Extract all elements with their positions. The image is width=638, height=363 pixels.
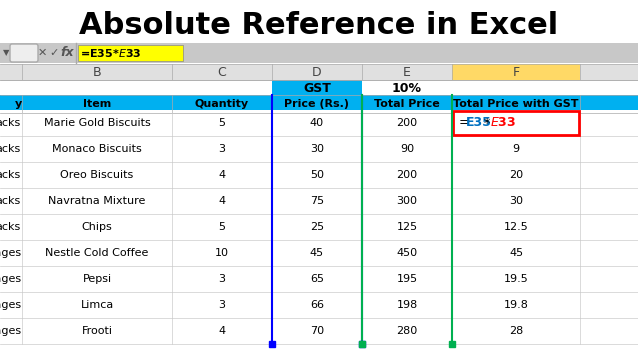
Text: 280: 280	[396, 326, 418, 336]
Text: 5: 5	[218, 222, 225, 232]
Text: acks: acks	[0, 144, 21, 154]
FancyBboxPatch shape	[452, 64, 580, 80]
Text: =E35*$E$33: =E35*$E$33	[80, 47, 142, 59]
Text: Marie Gold Biscuits: Marie Gold Biscuits	[43, 118, 151, 128]
Text: acks: acks	[0, 118, 21, 128]
Text: 30: 30	[310, 144, 324, 154]
Text: 45: 45	[310, 248, 324, 258]
Text: 9: 9	[512, 144, 519, 154]
Text: D: D	[312, 65, 322, 78]
FancyBboxPatch shape	[453, 111, 579, 135]
Text: erages: erages	[0, 300, 21, 310]
Text: erages: erages	[0, 326, 21, 336]
Text: Absolute Reference in Excel: Absolute Reference in Excel	[79, 11, 559, 40]
FancyBboxPatch shape	[0, 110, 638, 136]
Text: 66: 66	[310, 300, 324, 310]
Text: 200: 200	[396, 118, 417, 128]
Text: 4: 4	[218, 196, 226, 206]
Text: E: E	[403, 65, 411, 78]
FancyBboxPatch shape	[0, 43, 638, 63]
Text: Total Price with GST: Total Price with GST	[453, 99, 579, 109]
Text: 5: 5	[218, 118, 225, 128]
Text: E35: E35	[466, 117, 492, 130]
FancyBboxPatch shape	[0, 292, 638, 318]
Text: 300: 300	[396, 196, 417, 206]
Text: acks: acks	[0, 170, 21, 180]
Text: 20: 20	[509, 170, 523, 180]
Text: $E$33: $E$33	[490, 117, 516, 130]
Text: Navratna Mixture: Navratna Mixture	[48, 196, 145, 206]
FancyBboxPatch shape	[10, 44, 38, 62]
Text: 70: 70	[310, 326, 324, 336]
Text: 12.5: 12.5	[503, 222, 528, 232]
FancyBboxPatch shape	[0, 240, 638, 266]
Text: 10: 10	[215, 248, 229, 258]
Text: 195: 195	[396, 274, 417, 284]
Text: acks: acks	[0, 196, 21, 206]
Text: ✓: ✓	[49, 48, 59, 58]
Text: 75: 75	[310, 196, 324, 206]
Text: 4: 4	[218, 326, 226, 336]
Text: fx: fx	[60, 46, 74, 60]
Text: C: C	[218, 65, 226, 78]
Text: erages: erages	[0, 248, 21, 258]
Text: 25: 25	[310, 222, 324, 232]
FancyBboxPatch shape	[0, 162, 638, 188]
Text: Price (Rs.): Price (Rs.)	[285, 99, 350, 109]
Text: erages: erages	[0, 274, 21, 284]
Text: 3: 3	[218, 144, 225, 154]
Text: *: *	[484, 117, 490, 130]
Text: Chips: Chips	[82, 222, 112, 232]
Text: Frooti: Frooti	[82, 326, 112, 336]
FancyBboxPatch shape	[0, 136, 638, 162]
Text: y: y	[15, 99, 22, 109]
Text: acks: acks	[0, 222, 21, 232]
Text: 125: 125	[396, 222, 417, 232]
Text: Total Price: Total Price	[374, 99, 440, 109]
FancyBboxPatch shape	[0, 64, 638, 80]
FancyBboxPatch shape	[272, 80, 362, 96]
Text: Nestle Cold Coffee: Nestle Cold Coffee	[45, 248, 149, 258]
Text: 4: 4	[218, 170, 226, 180]
FancyBboxPatch shape	[0, 318, 638, 344]
Text: Limca: Limca	[80, 300, 114, 310]
FancyBboxPatch shape	[0, 214, 638, 240]
Text: 200: 200	[396, 170, 417, 180]
Text: =: =	[459, 117, 470, 130]
Text: 3: 3	[218, 300, 225, 310]
Text: 28: 28	[509, 326, 523, 336]
Text: Item: Item	[83, 99, 111, 109]
Text: 450: 450	[396, 248, 417, 258]
Text: 19.5: 19.5	[503, 274, 528, 284]
Text: 3: 3	[218, 274, 225, 284]
Text: 198: 198	[396, 300, 418, 310]
FancyBboxPatch shape	[0, 266, 638, 292]
FancyBboxPatch shape	[0, 95, 638, 113]
Text: B: B	[93, 65, 101, 78]
Text: 30: 30	[509, 196, 523, 206]
Text: ▼: ▼	[3, 49, 9, 57]
Text: Oreo Biscuits: Oreo Biscuits	[61, 170, 133, 180]
Text: 50: 50	[310, 170, 324, 180]
Text: 19.8: 19.8	[503, 300, 528, 310]
Text: 45: 45	[509, 248, 523, 258]
Text: Monaco Biscuits: Monaco Biscuits	[52, 144, 142, 154]
Text: 10%: 10%	[392, 82, 422, 94]
Text: F: F	[512, 65, 519, 78]
FancyBboxPatch shape	[78, 45, 183, 61]
Text: 40: 40	[310, 118, 324, 128]
Text: Pepsi: Pepsi	[82, 274, 112, 284]
FancyBboxPatch shape	[0, 80, 638, 96]
Text: GST: GST	[303, 82, 331, 94]
FancyBboxPatch shape	[0, 188, 638, 214]
Text: 65: 65	[310, 274, 324, 284]
Text: ✕: ✕	[37, 48, 47, 58]
Text: Quantity: Quantity	[195, 99, 249, 109]
Text: 90: 90	[400, 144, 414, 154]
